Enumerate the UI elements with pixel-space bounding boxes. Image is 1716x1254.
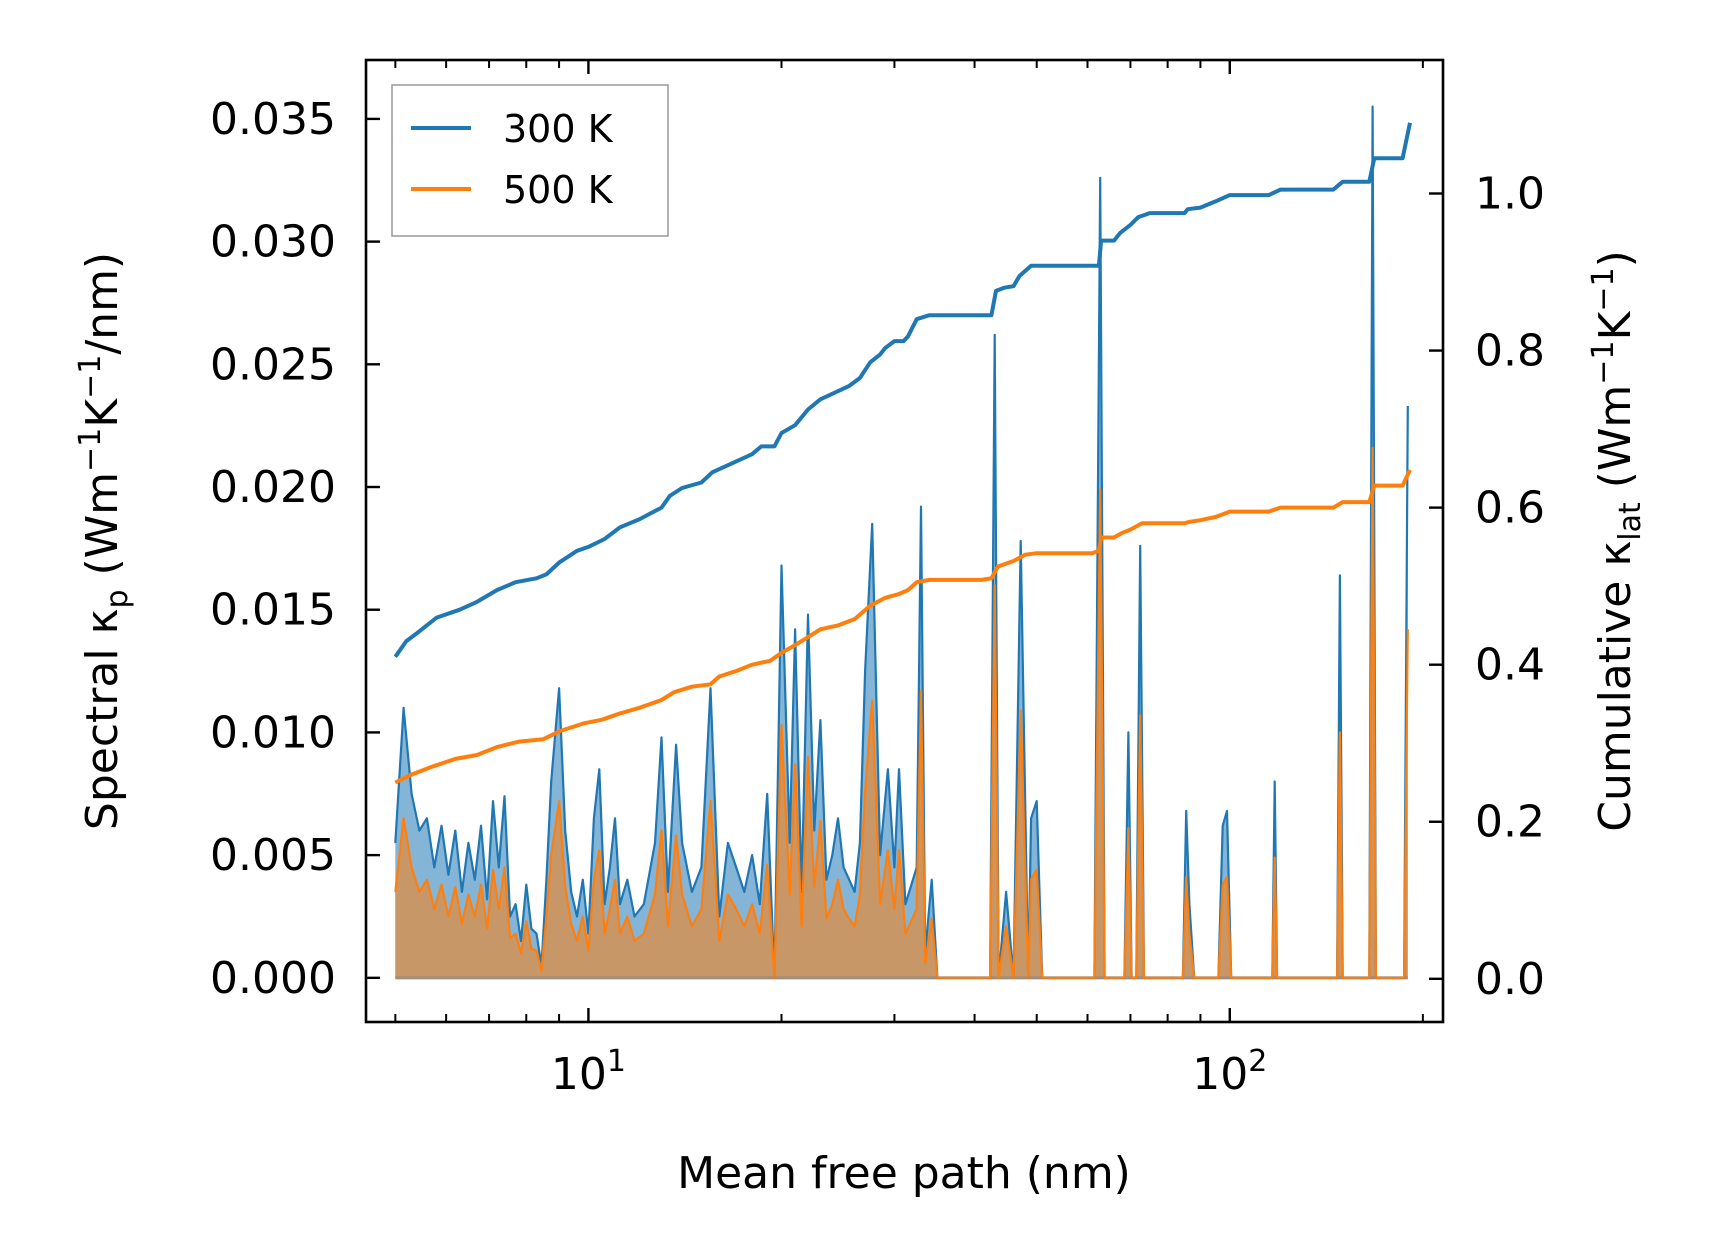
axis-ticks [366, 60, 1443, 1022]
x-axis-label: Mean free path (nm) [677, 1148, 1131, 1199]
legend-box [391, 84, 669, 237]
y2-tick-label: 0.0 [1475, 954, 1545, 1005]
legend-label-300k: 300 K [503, 107, 614, 151]
y2-tick-label: 0.2 [1475, 797, 1545, 848]
y-tick-label: 0.025 [210, 339, 336, 390]
cumulative-line-300k [393, 122, 1412, 658]
y-tick-label: 0.020 [210, 462, 336, 513]
legend: 300 K 500 K [391, 84, 669, 237]
spectral-fill-500k [395, 447, 1408, 978]
y2-tick-label: 0.8 [1475, 326, 1545, 377]
y-tick-label: 0.015 [210, 585, 336, 636]
tick-labels: 0.000 0.005 0.010 0.015 0.020 0.025 0.030 0.035… [210, 94, 1545, 1100]
y-tick-label: 0.000 [210, 953, 336, 1004]
spectral-line-300k [394, 105, 1409, 979]
plot-frame [364, 58, 1445, 1024]
x-tick-label: 102 [1192, 1044, 1267, 1100]
y2-tick-label: 0.6 [1475, 483, 1545, 534]
y-tick-label: 0.005 [210, 830, 336, 881]
y-tick-label: 0.035 [210, 94, 336, 145]
y2-axis-label: Cumulative κlat (Wm−1K−1) [1586, 250, 1648, 832]
cumulative-line-500k [394, 469, 1412, 785]
cumulative-lines [393, 122, 1412, 785]
x-tick-label: 101 [551, 1044, 626, 1100]
y2-tick-label: 1.0 [1475, 169, 1545, 220]
y2-tick-label: 0.4 [1475, 640, 1545, 691]
spectral-line-500k [394, 446, 1409, 979]
legend-label-500k: 500 K [503, 168, 614, 212]
spectral-lines [394, 105, 1409, 979]
y-tick-label: 0.030 [210, 217, 336, 268]
y-tick-label: 0.010 [210, 707, 336, 758]
y-axis-label: Spectral κp (Wm−1K−1/nm) [73, 252, 135, 830]
